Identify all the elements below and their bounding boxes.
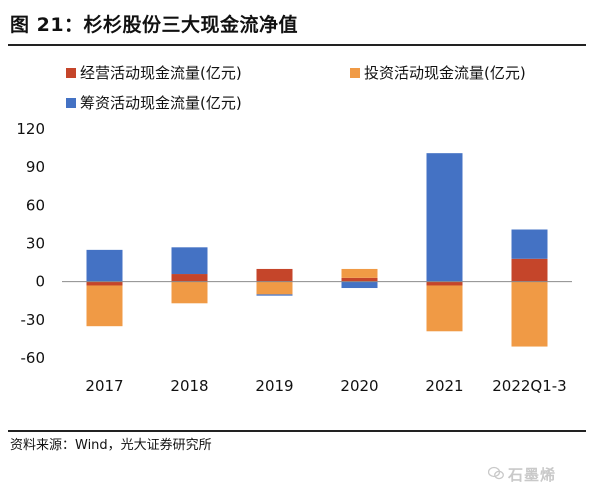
bar-segment (256, 268, 293, 282)
y-axis: -60 -30 0 30 60 90 120 (16, 120, 45, 367)
title-divider (8, 44, 586, 46)
footer-divider (8, 430, 586, 432)
bar-segment (86, 249, 123, 282)
bar-segment (171, 274, 208, 282)
bar-segment (171, 247, 208, 275)
x-tick-label: 2019 (255, 377, 293, 395)
bar-segment (341, 268, 378, 278)
bar-segment (86, 285, 123, 327)
watermark: 石墨烯 (508, 466, 557, 484)
source-note: 资料来源：Wind，光大证券研究所 (10, 438, 212, 453)
bar-segment (511, 258, 548, 282)
bar-segment (426, 285, 463, 332)
legend-swatch (350, 68, 360, 78)
x-tick-label: 2021 (425, 377, 463, 395)
bar-segment (511, 281, 548, 347)
bar-segment (341, 281, 378, 289)
y-tick-label: 120 (16, 120, 45, 138)
legend-label: 投资活动现金流量(亿元) (364, 64, 526, 82)
bar-segment (341, 277, 378, 282)
bar-segment (426, 153, 463, 282)
bar-series (86, 153, 548, 347)
x-axis: 2017 2018 2019 2020 2021 2022Q1-3 (62, 281, 572, 395)
x-tick-label: 2020 (340, 377, 378, 395)
bar-segment (171, 281, 208, 304)
legend-label: 经营活动现金流量(亿元) (80, 64, 242, 82)
legend-label: 筹资活动现金流量(亿元) (80, 94, 242, 112)
legend-swatch (66, 68, 76, 78)
bar-segment (256, 294, 293, 296)
y-tick-label: 30 (26, 235, 45, 253)
x-tick-label: 2017 (85, 377, 123, 395)
bar-segment (86, 281, 123, 286)
y-tick-label: 60 (26, 196, 45, 214)
x-tick-label: 2018 (170, 377, 208, 395)
chart-legend: 经营活动现金流量(亿元) 投资活动现金流量(亿元) 筹资活动现金流量(亿元) (66, 64, 526, 112)
cash-flow-chart: 经营活动现金流量(亿元) 投资活动现金流量(亿元) 筹资活动现金流量(亿元) -60… (16, 64, 572, 395)
y-tick-label: 0 (35, 273, 45, 291)
x-tick-label: 2022Q1-3 (492, 377, 566, 395)
page-title: 图 21：杉杉股份三大现金流净值 (10, 14, 299, 36)
wechat-icon (488, 466, 504, 480)
bar-segment (426, 281, 463, 286)
bar-segment (256, 281, 293, 295)
y-tick-label: -30 (21, 311, 46, 329)
legend-swatch (66, 98, 76, 108)
y-tick-label: -60 (21, 349, 46, 367)
y-tick-label: 90 (26, 158, 45, 176)
bar-segment (511, 229, 548, 259)
